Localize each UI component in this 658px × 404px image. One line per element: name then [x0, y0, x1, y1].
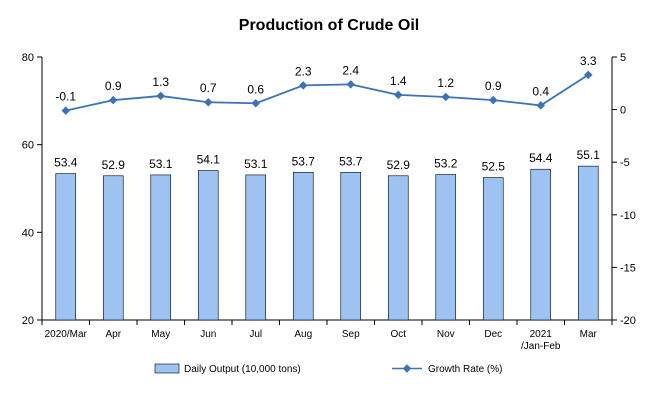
y-left-tick-label: 40: [22, 227, 34, 239]
growth-rate-point: [394, 90, 403, 100]
growth-rate-point: [489, 95, 498, 105]
line-data-label: 0.9: [485, 79, 502, 93]
plot-area: 20 40 60 80 -20 -15 -10 -5 0 5 53.4 52.9 53.1 54.1 53.…: [22, 52, 636, 352]
legend-bar-swatch: [154, 363, 180, 374]
bar-data-label: 53.2: [434, 156, 458, 170]
y-right-tick-label: -10: [620, 210, 636, 222]
bar-data-label: 54.4: [529, 151, 553, 165]
growth-rate-line: [65, 74, 589, 112]
x-tick-label: Jun: [200, 329, 216, 340]
legend-bar-label: Daily Output (10,000 tons): [184, 364, 301, 375]
y-right-tick-label: 5: [620, 52, 626, 64]
x-tick-label: Nov: [437, 329, 455, 340]
x-tick-label: Jul: [249, 329, 262, 340]
line-data-label: 0.4: [532, 84, 549, 98]
line-data-label: 0.6: [247, 82, 264, 96]
bar: [577, 165, 599, 321]
bar: [340, 171, 362, 321]
bar: [435, 174, 457, 321]
x-tick-label: Oct: [390, 329, 406, 340]
x-tick-label: 2021/Jan-Feb: [521, 329, 561, 352]
line-data-label: 1.3: [152, 75, 169, 89]
growth-rate-point: [346, 80, 355, 89]
x-tick-label: 2020/Mar: [45, 329, 88, 340]
bar: [245, 174, 267, 321]
bar: [197, 170, 219, 321]
y-right-tick-label: -15: [620, 262, 636, 274]
line-data-label: 1.4: [390, 74, 407, 88]
growth-rate-point: [61, 106, 70, 115]
growth-rate-point: [156, 91, 165, 101]
y-right-tick-label: 0: [620, 105, 626, 117]
bar-data-label: 52.5: [482, 160, 506, 174]
x-tick-label: Dec: [484, 329, 502, 340]
y-left-tick-label: 60: [22, 140, 34, 152]
legend-line-label: Growth Rate (%): [428, 364, 502, 375]
line-data-label: 0.7: [200, 81, 217, 95]
bar: [55, 173, 77, 321]
growth-rate-point: [299, 81, 308, 90]
bar-data-label: 55.1: [577, 148, 601, 162]
y-right-tick-label: -20: [620, 315, 636, 327]
bar: [292, 171, 314, 321]
y-left-tick-label: 80: [22, 52, 34, 64]
growth-rate-point: [441, 92, 450, 102]
y-left-tick-label: 20: [22, 315, 34, 327]
bar-data-label: 53.4: [54, 156, 78, 170]
bar: [530, 168, 552, 321]
bar: [387, 175, 409, 321]
x-tick-label: May: [151, 329, 170, 340]
x-tick-label: Aug: [294, 329, 312, 340]
x-tick-label: Sep: [342, 329, 360, 340]
line-data-label: -0.1: [55, 90, 76, 104]
bar-data-label: 52.9: [102, 158, 126, 172]
growth-rate-point: [204, 97, 213, 107]
bar-data-label: 53.7: [339, 154, 363, 168]
line-data-label: 0.9: [105, 79, 122, 93]
bar: [102, 175, 124, 321]
bar-data-label: 53.1: [244, 157, 268, 171]
legend: Daily Output (10,000 tons) Growth Rate (…: [154, 363, 502, 375]
line-data-label: 2.4: [342, 63, 359, 77]
legend-line-marker: [402, 364, 412, 373]
bar: [482, 177, 504, 321]
x-tick-label: Mar: [580, 329, 598, 340]
y-right-tick-label: -5: [620, 157, 630, 169]
growth-rate-point: [109, 95, 118, 105]
bar-data-label: 54.1: [197, 153, 221, 167]
line-data-label: 3.3: [580, 54, 597, 68]
line-data-label: 2.3: [295, 64, 312, 78]
bar-data-label: 52.9: [387, 158, 411, 172]
line-data-label: 1.2: [437, 76, 454, 90]
x-tick-label: Apr: [105, 329, 121, 340]
bar-data-label: 53.1: [149, 157, 173, 171]
bar-data-label: 53.7: [292, 154, 316, 168]
bar: [150, 174, 172, 321]
chart-title: Production of Crude Oil: [239, 17, 419, 34]
growth-rate-point: [251, 99, 260, 108]
